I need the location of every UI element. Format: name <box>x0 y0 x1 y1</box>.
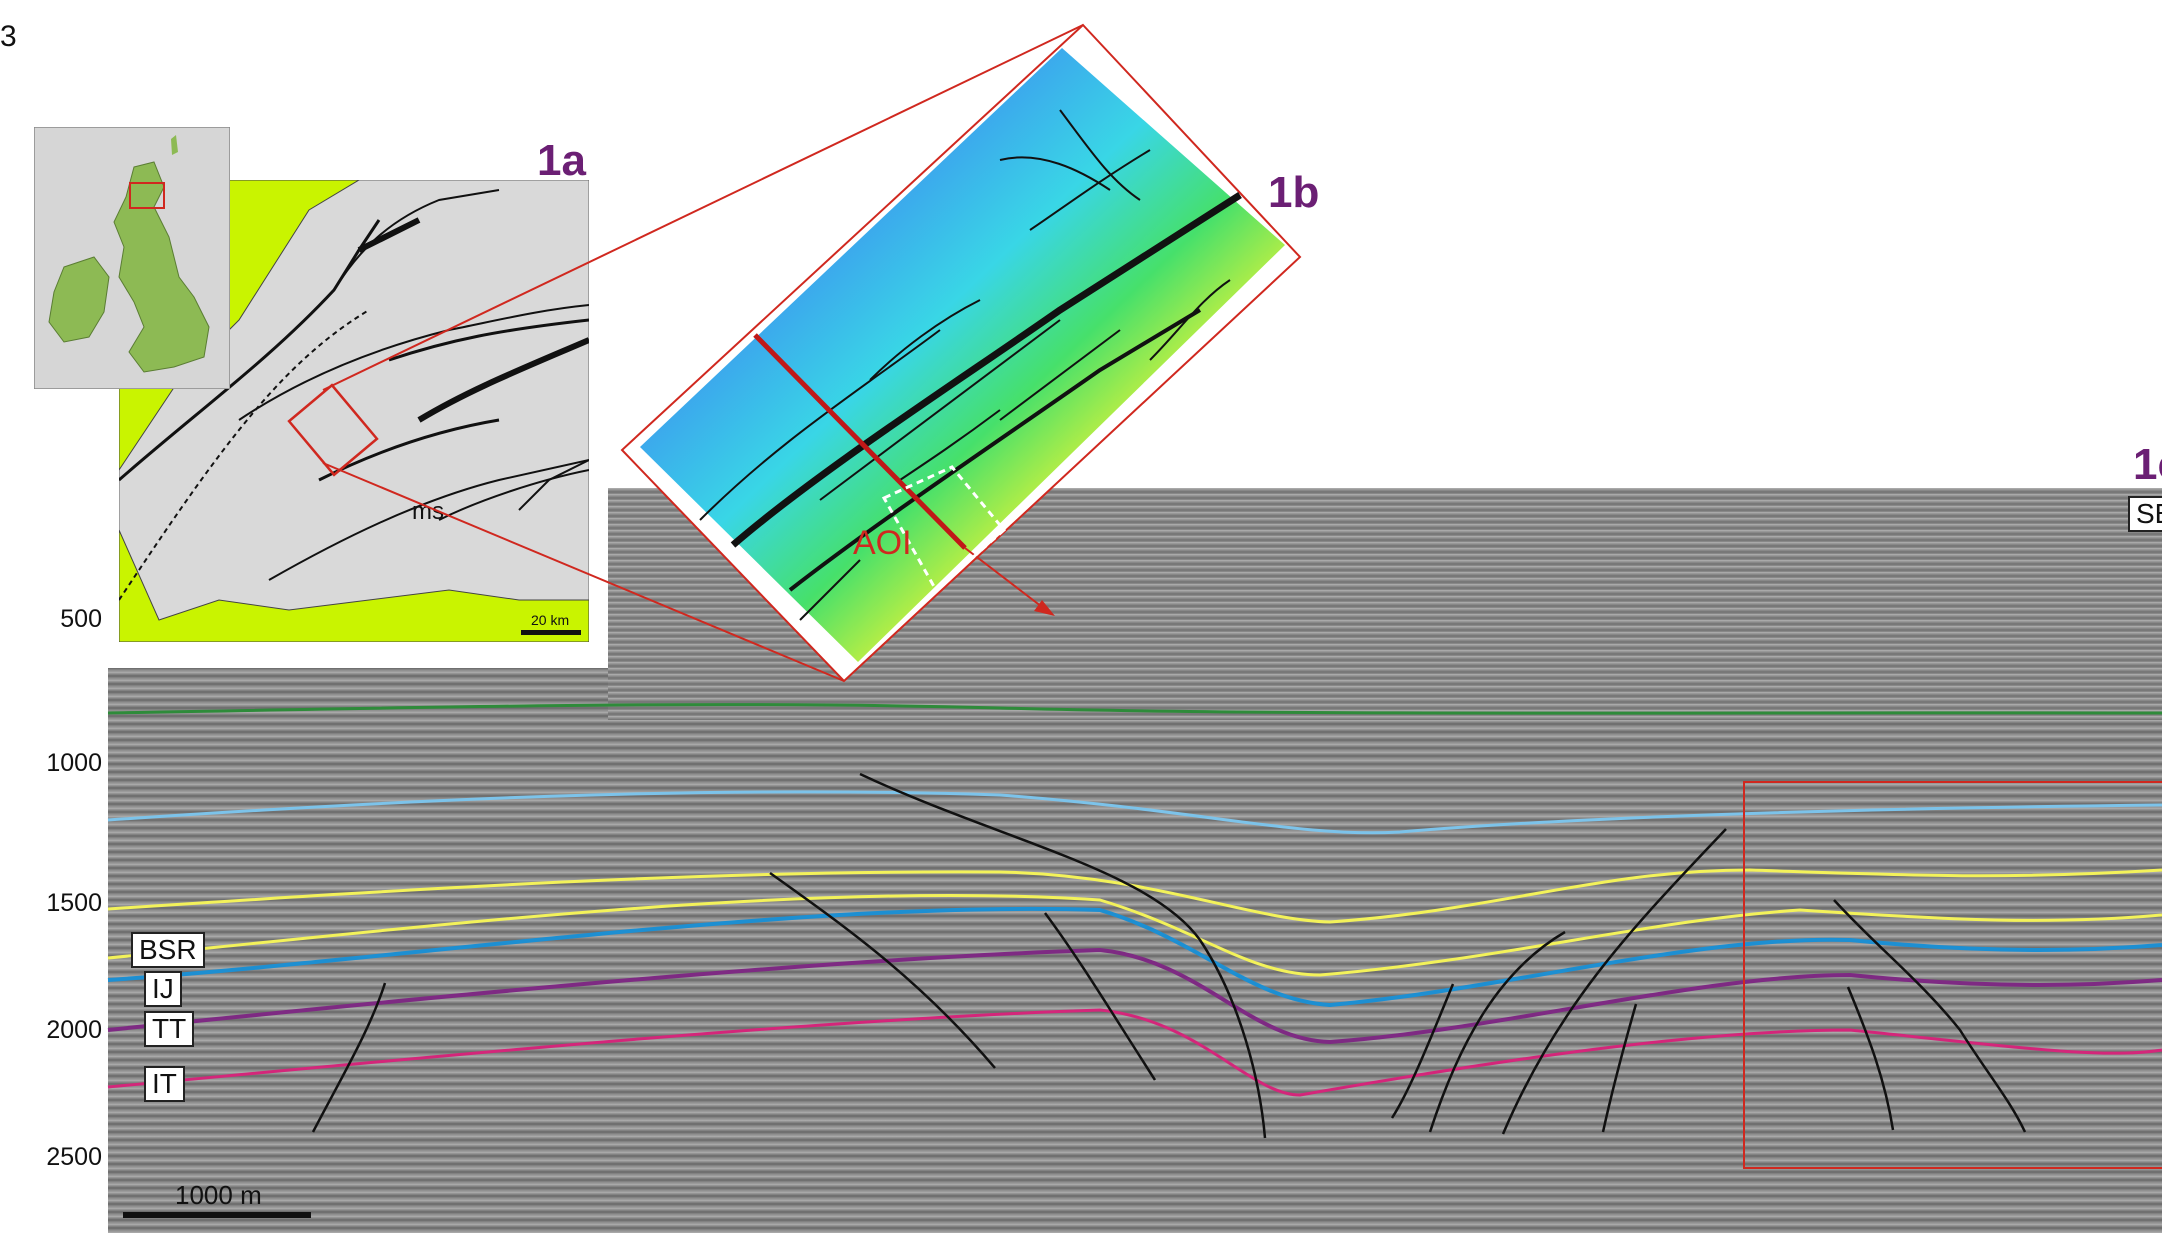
aoi-label: AOI <box>853 524 912 562</box>
horizon-yellow <box>107 868 2162 924</box>
scale-bar-1000m <box>123 1212 311 1218</box>
panel-label-1c: 1c <box>2133 440 2162 489</box>
horizon-magenta <box>107 1008 2162 1097</box>
seismic-section <box>108 488 2162 1233</box>
depth-tick-2000: 2000 <box>46 1016 102 1044</box>
horizon-label-bsr: BSR <box>131 932 205 968</box>
map-1a-scale-label: 20 km <box>531 612 570 628</box>
horizon-label-ij: IJ <box>144 971 182 1007</box>
horizon-label-sb: SB <box>2128 496 2162 532</box>
depth-tick-1500: 1500 <box>46 889 102 917</box>
scale-bar-label: 1000 m <box>175 1180 262 1210</box>
horizon-label-tt: TT <box>144 1011 195 1047</box>
depth-tick-1000: 1000 <box>46 749 102 777</box>
horizon-yellow-2 <box>107 893 2162 977</box>
faults <box>311 772 2027 1139</box>
panel-label-1a: 1a <box>537 136 586 185</box>
figure-number: 3 <box>0 20 17 53</box>
depth-tick-500: 500 <box>60 605 102 633</box>
locator-map <box>34 127 230 389</box>
horizon-lightblue <box>107 790 2162 835</box>
panel-label-1b: 1b <box>1268 168 1320 217</box>
horizon-blue <box>107 906 2162 1008</box>
horizon-green <box>107 703 2162 715</box>
horizon-label-it: IT <box>144 1066 185 1102</box>
depth-tick-2500: 2500 <box>46 1143 102 1171</box>
inset-box <box>1743 781 2162 1169</box>
